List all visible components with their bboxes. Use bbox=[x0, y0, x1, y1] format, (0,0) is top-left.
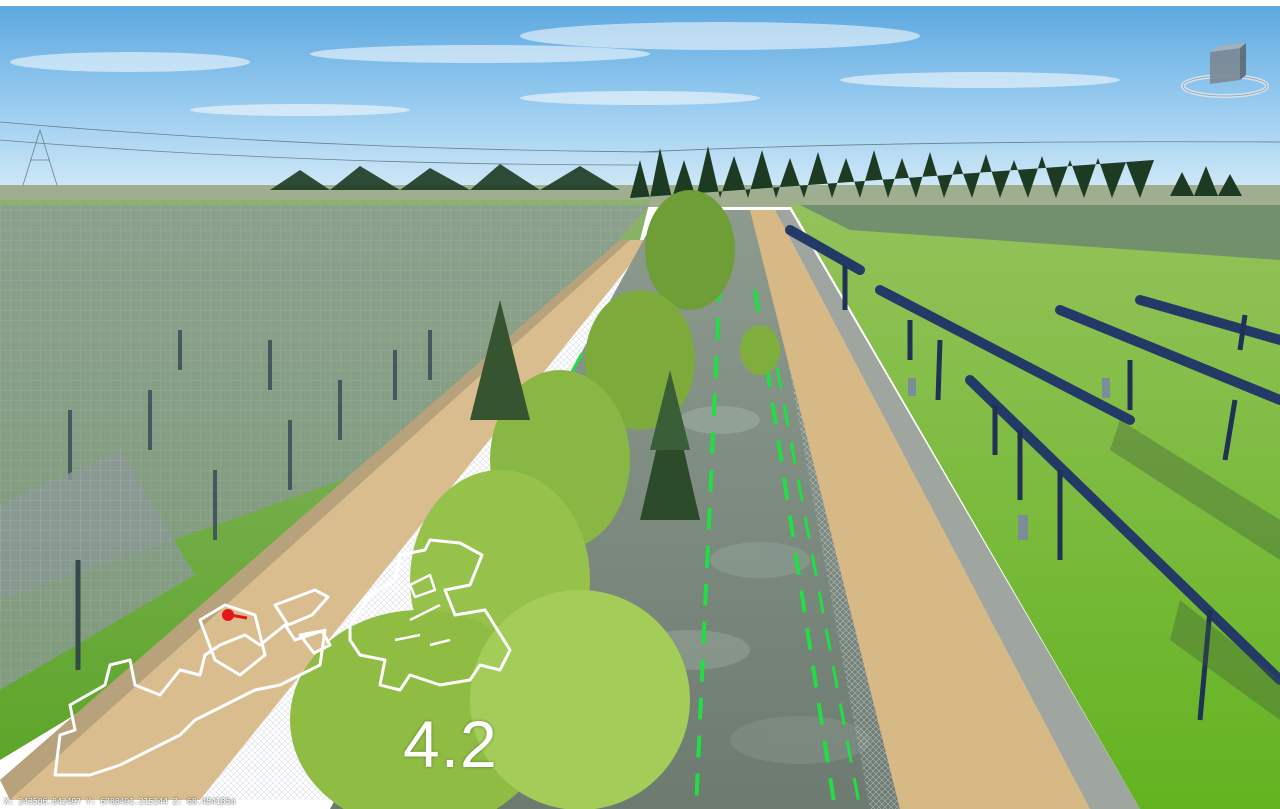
clouds bbox=[10, 22, 1120, 116]
right-solar-panel-rows bbox=[785, 205, 1280, 721]
navigation-cube-icon[interactable] bbox=[1180, 40, 1270, 106]
current-position-marker-icon bbox=[222, 609, 234, 621]
site-map-block-2 bbox=[298, 629, 332, 655]
coordinates-readout: X: 243506.842497 Y: 6788491.215144 Z: 68… bbox=[4, 797, 236, 806]
top-window-border bbox=[0, 0, 1280, 6]
section-number-label: 4.2 bbox=[403, 707, 498, 781]
site-map-block-1 bbox=[273, 588, 330, 627]
site-map-right-outline bbox=[348, 538, 512, 692]
site-map-inner-detail bbox=[394, 573, 451, 647]
site-overview-map-icon[interactable] bbox=[50, 535, 520, 780]
site-map-central-outline bbox=[198, 603, 267, 677]
right-sand-path bbox=[750, 210, 1090, 809]
forest-tree-line bbox=[270, 146, 1242, 198]
left-solar-panel-rows bbox=[0, 205, 650, 690]
tree-row bbox=[290, 190, 780, 809]
site-map-left-outline bbox=[53, 623, 327, 777]
dashed-boundary-lines bbox=[468, 279, 862, 809]
power-lines bbox=[0, 121, 1280, 196]
